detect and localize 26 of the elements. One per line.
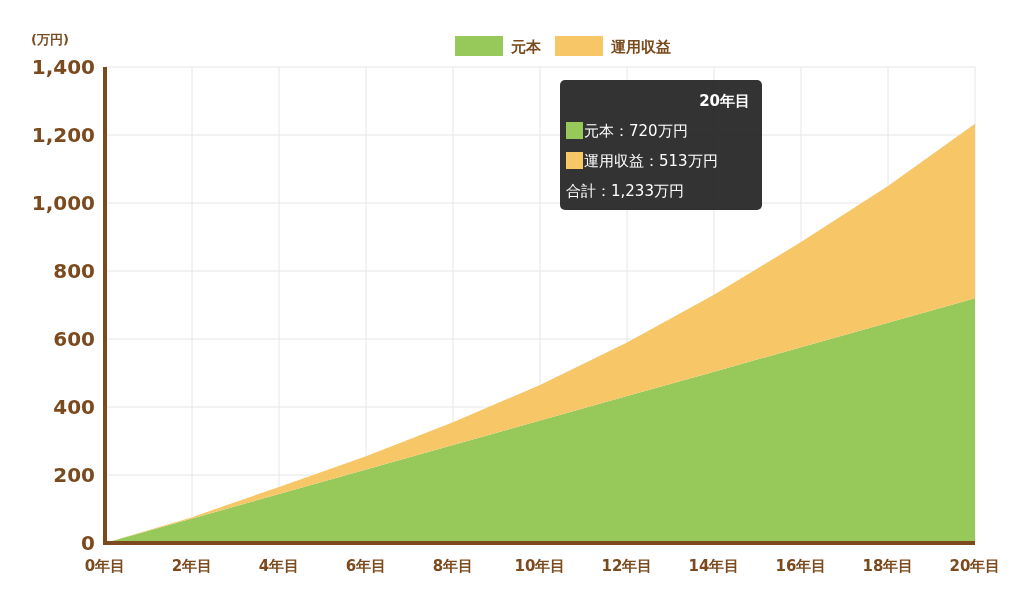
y-tick-label: 0 xyxy=(81,531,95,555)
x-tick-label: 16年目 xyxy=(775,557,827,575)
y-tick-label: 1,000 xyxy=(31,191,95,215)
legend-label: 元本 xyxy=(510,38,542,56)
y-axis-title: (万円) xyxy=(31,32,69,47)
x-tick-label: 10年目 xyxy=(514,557,566,575)
legend-label: 運用収益 xyxy=(610,38,671,56)
x-tick-label: 20年目 xyxy=(949,557,1001,575)
annotation: 20年目 xyxy=(699,92,750,110)
y-tick-label: 600 xyxy=(53,327,95,351)
y-tick-label: 1,400 xyxy=(31,55,95,79)
y-tick-label: 800 xyxy=(53,259,95,283)
x-tick-label: 18年目 xyxy=(862,557,914,575)
annotation: 元本：720万円 xyxy=(584,122,688,140)
x-tick-label: 2年目 xyxy=(171,557,213,575)
x-tick-label: 6年目 xyxy=(345,557,387,575)
annotation: 運用収益：513万円 xyxy=(584,152,718,170)
x-tick-label: 8年目 xyxy=(432,557,474,575)
x-tick-label: 4年目 xyxy=(258,557,300,575)
x-tick-label: 12年目 xyxy=(601,557,653,575)
y-tick-label: 1,200 xyxy=(31,123,95,147)
annotation: 合計：1,233万円 xyxy=(566,182,684,200)
x-tick-label: 14年目 xyxy=(688,557,740,575)
y-tick-label: 400 xyxy=(53,395,95,419)
x-tick-label: 0年目 xyxy=(84,557,126,575)
y-tick-label: 200 xyxy=(53,463,95,487)
